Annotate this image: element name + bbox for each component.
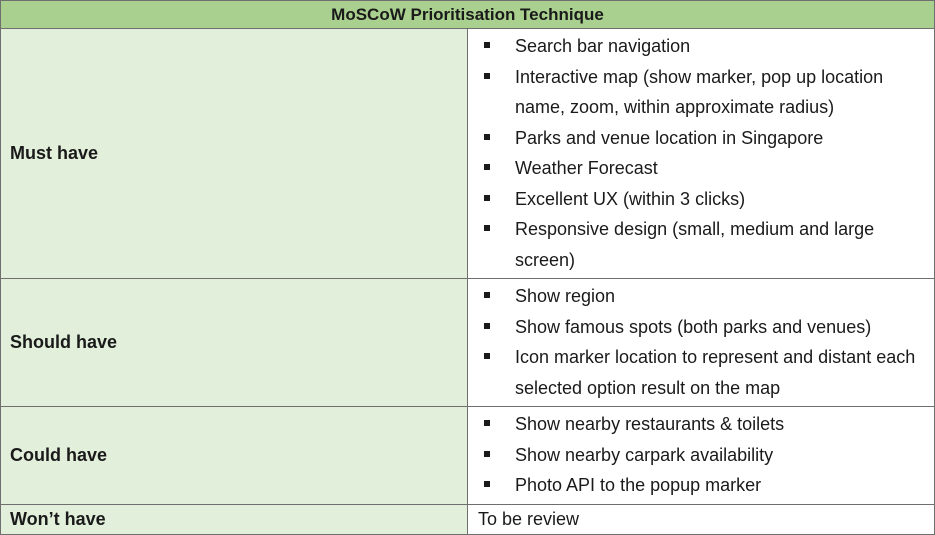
list-item: Show nearby carpark availability <box>468 440 930 471</box>
list-item: Interactive map (show marker, pop up loc… <box>468 62 930 123</box>
list-item: Show nearby restaurants & toilets <box>468 409 930 440</box>
item-text: To be review <box>467 503 935 535</box>
square-bullet-icon <box>484 353 490 359</box>
list-item: Responsive design (small, medium and lar… <box>468 214 930 275</box>
square-bullet-icon <box>484 194 490 201</box>
item-text: Responsive design (small, medium and lar… <box>515 219 875 270</box>
item-text: Parks and venue location in Singapore <box>515 127 824 148</box>
category-label: Won’t have <box>0 503 468 535</box>
category-label: Should have <box>0 278 468 407</box>
square-bullet-icon <box>484 72 490 79</box>
square-bullet-icon <box>484 450 490 457</box>
list-item: Show region <box>468 281 930 312</box>
item-text: Show nearby carpark availability <box>515 444 774 465</box>
item-text: Show famous spots (both parks and venues… <box>515 316 872 337</box>
table-row-should-have: Should have Show region Show famous spot… <box>0 278 935 407</box>
square-bullet-icon <box>484 42 490 48</box>
item-list: Show nearby restaurants & toilets Show n… <box>468 409 930 501</box>
table-row-wont-have: Won’t have To be review <box>0 503 935 535</box>
item-text: Interactive map (show marker, pop up loc… <box>515 66 884 118</box>
item-text: Icon marker location to represent and di… <box>515 347 916 398</box>
list-item: Excellent UX (within 3 clicks) <box>468 184 930 215</box>
item-list: Search bar navigation Interactive map (s… <box>468 31 930 275</box>
items-cell: Search bar navigation Interactive map (s… <box>467 28 935 279</box>
square-bullet-icon <box>484 225 490 231</box>
items-cell: Show nearby restaurants & toilets Show n… <box>467 406 935 505</box>
list-item: Photo API to the popup marker <box>468 470 930 501</box>
item-text: Photo API to the popup marker <box>515 475 762 495</box>
square-bullet-icon <box>484 420 490 426</box>
items-cell: Show region Show famous spots (both park… <box>467 278 935 407</box>
square-bullet-icon <box>484 133 490 140</box>
square-bullet-icon <box>484 322 490 329</box>
item-text: Excellent UX (within 3 clicks) <box>515 188 746 209</box>
item-list: Show region Show famous spots (both park… <box>468 281 930 403</box>
item-text: Search bar navigation <box>515 36 691 56</box>
square-bullet-icon <box>484 164 490 170</box>
item-text: Weather Forecast <box>515 158 658 178</box>
square-bullet-icon <box>484 292 490 298</box>
list-item: Icon marker location to represent and di… <box>468 342 930 403</box>
category-label: Could have <box>0 406 468 505</box>
list-item: Search bar navigation <box>468 31 930 62</box>
square-bullet-icon <box>484 481 490 487</box>
table-row-could-have: Could have Show nearby restaurants & toi… <box>0 406 935 505</box>
title-row: MoSCoW Prioritisation Technique <box>0 0 935 29</box>
item-text: Show nearby restaurants & toilets <box>515 414 785 434</box>
table-row-must-have: Must have Search bar navigation Interact… <box>0 28 935 279</box>
list-item: Weather Forecast <box>468 153 930 184</box>
category-label: Must have <box>0 28 468 279</box>
item-text: Show region <box>515 286 616 306</box>
list-item: Parks and venue location in Singapore <box>468 123 930 154</box>
table-title: MoSCoW Prioritisation Technique <box>0 0 935 29</box>
list-item: Show famous spots (both parks and venues… <box>468 312 930 343</box>
